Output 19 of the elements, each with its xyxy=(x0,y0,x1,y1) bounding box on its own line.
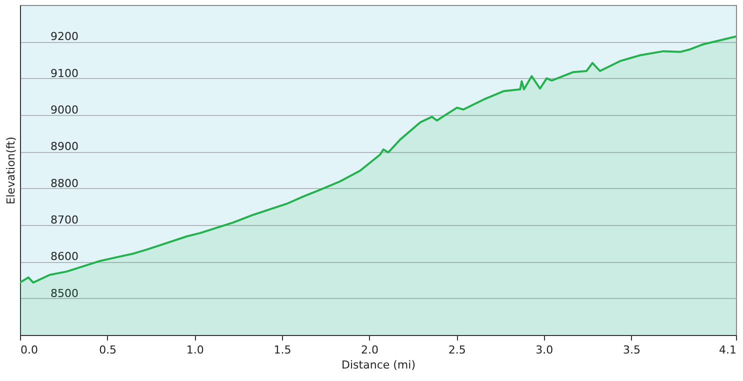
x-tick-label: 3.0 xyxy=(536,344,554,356)
x-tick-label: 3.5 xyxy=(622,344,640,356)
x-tick-label: 2.0 xyxy=(361,344,379,356)
y-tick-label: 8900 xyxy=(50,140,78,154)
x-tick-label: 2.5 xyxy=(448,344,466,356)
x-tick-label: 1.0 xyxy=(186,344,204,356)
x-tick-label: 1.5 xyxy=(274,344,292,356)
x-axis-title: Distance (mi) xyxy=(342,358,416,372)
x-tick-label: 0.5 xyxy=(99,344,117,356)
y-tick-label: 8600 xyxy=(50,250,78,264)
y-tick-label: 8700 xyxy=(50,214,78,226)
y-tick-label: 8500 xyxy=(50,286,78,300)
y-axis-title: Elevation(ft) xyxy=(4,136,18,204)
x-tick-label: 4.1 xyxy=(719,344,736,356)
y-tick-label: 9100 xyxy=(50,66,78,80)
y-tick-label: 9200 xyxy=(50,30,78,44)
y-tick-label: 9000 xyxy=(50,104,78,116)
y-tick-label: 8800 xyxy=(50,176,78,190)
x-tick-label: 0.0 xyxy=(20,344,38,356)
